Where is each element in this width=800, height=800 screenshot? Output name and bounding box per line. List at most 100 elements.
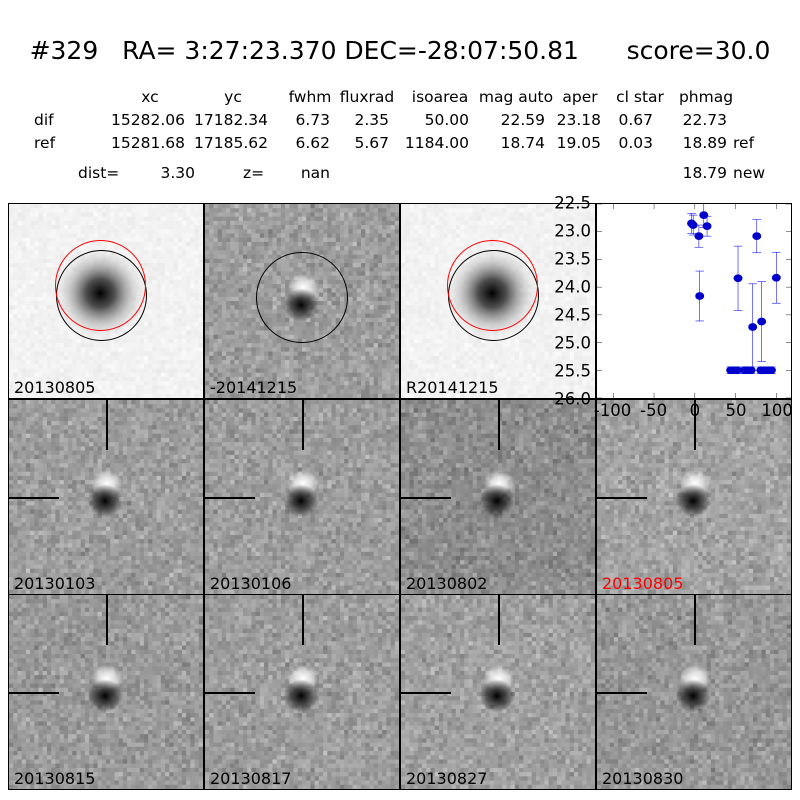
stamp-image xyxy=(205,400,399,594)
table-cell: 17182.34 xyxy=(68,111,268,129)
stamp-20130815[interactable]: 20130815 xyxy=(8,594,204,790)
table-cell: 1184.00 xyxy=(269,134,469,152)
stamp-20130106[interactable]: 20130106 xyxy=(204,399,400,595)
crosshair-vertical-tick xyxy=(694,595,696,646)
column-header: isoarea xyxy=(380,88,500,106)
stamp-image xyxy=(401,400,595,594)
dist-label: dist= xyxy=(78,164,119,182)
crosshair-vertical-tick xyxy=(498,400,500,451)
stamp-image xyxy=(9,400,203,594)
table-cell: 50.00 xyxy=(269,111,469,129)
crosshair-horizontal-tick xyxy=(205,497,256,499)
column-header: yc xyxy=(173,88,293,106)
stamp-date-label: -20141215 xyxy=(210,380,297,396)
stamp-date-label: 20130805 xyxy=(602,576,683,592)
stamp-date-label: 20130802 xyxy=(406,576,487,592)
stamp-date-label: 20130815 xyxy=(14,771,95,787)
table-cell: 6.73 xyxy=(130,111,330,129)
x-tick-label: -100 xyxy=(594,401,631,420)
stamp-grid: 20130805 -20141215 R20141215 20130103 201301… xyxy=(8,203,792,790)
light-curve-x-axis: -100-50050100 xyxy=(594,401,793,427)
y-tick-label: 23.5 xyxy=(554,250,591,269)
y-tick-label: 24.0 xyxy=(554,278,591,297)
x-tick-label: 50 xyxy=(726,401,747,420)
crosshair-vertical-tick xyxy=(694,400,696,451)
row-suffix: ref xyxy=(733,134,754,152)
stamp-date-label: 20130827 xyxy=(406,771,487,787)
crosshair-horizontal-tick xyxy=(9,497,60,499)
stamp-image xyxy=(597,595,791,789)
table-cell: 2.35 xyxy=(189,111,389,129)
y-tick-label: 26.0 xyxy=(554,390,591,409)
x-tick-label: -50 xyxy=(640,401,667,420)
table-cell: 22.59 xyxy=(345,111,545,129)
crosshair-vertical-tick xyxy=(302,595,304,646)
y-tick-label: 24.5 xyxy=(554,306,591,325)
aperture-circle-black xyxy=(256,251,348,343)
stamp-date-label: 20130817 xyxy=(210,771,291,787)
stamp-date-label: 20130805 xyxy=(14,380,95,396)
table-cell: 0.67 xyxy=(453,111,653,129)
stamp-image xyxy=(205,595,399,789)
x-tick-label: 100 xyxy=(761,401,793,420)
y-tick-label: 25.0 xyxy=(554,334,591,353)
dist-value: 3.30 xyxy=(0,164,195,182)
table-cell: 6.62 xyxy=(130,134,330,152)
column-header: phmag xyxy=(646,88,766,106)
light-curve-canvas xyxy=(597,204,791,398)
stamp-20130103[interactable]: 20130103 xyxy=(8,399,204,595)
stamp-20130805[interactable]: 20130805 xyxy=(596,399,792,595)
stamp-R20141215[interactable]: R20141215 xyxy=(400,203,596,399)
row-label: ref xyxy=(34,134,55,152)
stamp-20130830[interactable]: 20130830 xyxy=(596,594,792,790)
crosshair-vertical-tick xyxy=(106,595,108,646)
aperture-circle-red xyxy=(446,239,538,332)
column-header: fwhm xyxy=(250,88,370,106)
crosshair-horizontal-tick xyxy=(205,692,256,694)
column-header: xc xyxy=(90,88,210,106)
table-cell: 15281.68 xyxy=(0,134,185,152)
stamp-image xyxy=(597,400,791,594)
stamp-20130817[interactable]: 20130817 xyxy=(204,594,400,790)
y-tick-label: 23.0 xyxy=(554,222,591,241)
table-cell: 5.67 xyxy=(189,134,389,152)
table-cell: 19.05 xyxy=(401,134,601,152)
column-header: aper xyxy=(520,88,640,106)
crosshair-horizontal-tick xyxy=(597,497,648,499)
table-cell: 22.73 xyxy=(527,111,727,129)
row-label: dif xyxy=(34,111,54,129)
extra-phmag-suffix: new xyxy=(733,164,765,182)
stamp-date-label: 20130830 xyxy=(602,771,683,787)
table-cell: 23.18 xyxy=(401,111,601,129)
stamp-20141215[interactable]: -20141215 xyxy=(204,203,400,399)
crosshair-horizontal-tick xyxy=(401,497,452,499)
crosshair-horizontal-tick xyxy=(597,692,648,694)
header-panel: #329 RA= 3:27:23.370 DEC=-28:07:50.81 sc… xyxy=(0,0,800,195)
column-header: cl star xyxy=(580,88,700,106)
crosshair-horizontal-tick xyxy=(401,692,452,694)
light-curve-y-axis: 22.5 23.0 23.5 24.0 24.5 25.0 25.5 26.0 xyxy=(534,194,591,409)
y-tick-label: 22.5 xyxy=(554,194,591,213)
light-curve-plot[interactable] xyxy=(596,203,792,399)
extra-phmag-value: 18.79 xyxy=(527,164,727,182)
crosshair-horizontal-tick xyxy=(9,692,60,694)
stamp-date-label: R20141215 xyxy=(406,380,499,396)
table-cell: 0.03 xyxy=(453,134,653,152)
z-value: nan xyxy=(130,164,330,182)
table-cell: 18.74 xyxy=(345,134,545,152)
aperture-circle-red xyxy=(54,239,146,332)
stamp-20130802[interactable]: 20130802 xyxy=(400,399,596,595)
crosshair-vertical-tick xyxy=(302,400,304,451)
z-label: z= xyxy=(243,164,264,182)
crosshair-vertical-tick xyxy=(498,595,500,646)
stamp-image xyxy=(401,595,595,789)
column-header: mag auto xyxy=(456,88,576,106)
stamp-20130827[interactable]: 20130827 xyxy=(400,594,596,790)
stamp-20130805[interactable]: 20130805 xyxy=(8,203,204,399)
page-title: #329 RA= 3:27:23.370 DEC=-28:07:50.81 sc… xyxy=(0,36,800,65)
table-cell: 15282.06 xyxy=(0,111,185,129)
stamp-image xyxy=(9,595,203,789)
crosshair-vertical-tick xyxy=(106,400,108,451)
table-cell: 18.89 xyxy=(527,134,727,152)
stamp-date-label: 20130106 xyxy=(210,576,291,592)
